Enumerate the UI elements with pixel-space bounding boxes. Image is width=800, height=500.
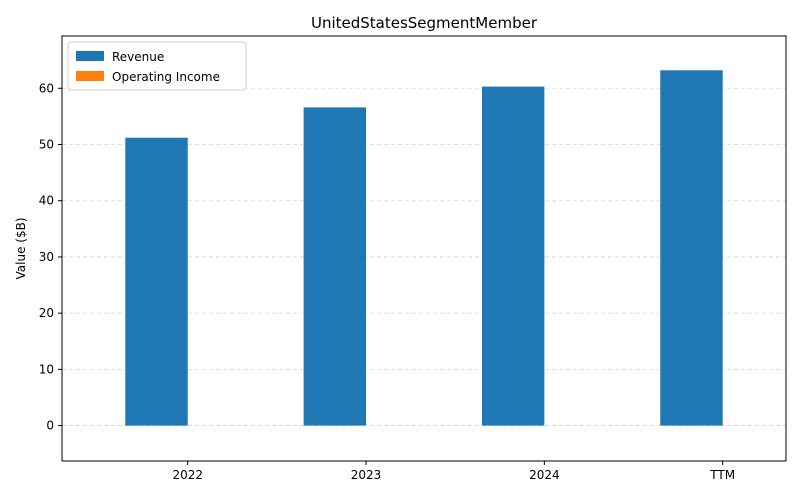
- y-tick-label: 60: [39, 81, 54, 95]
- x-tick-label: 2023: [351, 468, 382, 482]
- legend-label: Revenue: [112, 50, 164, 64]
- bars-layer: [125, 70, 723, 426]
- x-tick-label: TTM: [709, 468, 735, 482]
- y-tick-label: 30: [39, 250, 54, 264]
- plot-frame: [61, 35, 787, 462]
- chart-title: UnitedStatesSegmentMember: [311, 14, 538, 32]
- y-axis-label: Value ($B): [14, 218, 28, 280]
- y-tick-label: 10: [39, 362, 54, 376]
- legend-label: Operating Income: [112, 70, 220, 84]
- bar-revenue-2023: [303, 107, 367, 426]
- y-tick-label: 20: [39, 306, 54, 320]
- bar-revenue-2024: [481, 86, 545, 426]
- legend-swatch: [76, 51, 104, 61]
- legend-swatch: [76, 71, 104, 81]
- y-tick-label: 0: [46, 419, 54, 433]
- x-tick-label: 2024: [529, 468, 560, 482]
- legend-box: [67, 41, 247, 91]
- y-ticks: 0 10 20 30 40 50 60: [39, 81, 62, 433]
- bar-revenue-ttm: [660, 70, 723, 426]
- bar-revenue-2022: [125, 137, 188, 426]
- x-tick-label: 2022: [172, 468, 203, 482]
- x-ticks: 2022 2023 2024 TTM: [172, 461, 735, 482]
- legend: Revenue Operating Income: [67, 41, 247, 91]
- y-tick-label: 50: [39, 137, 54, 151]
- y-tick-label: 40: [39, 194, 54, 208]
